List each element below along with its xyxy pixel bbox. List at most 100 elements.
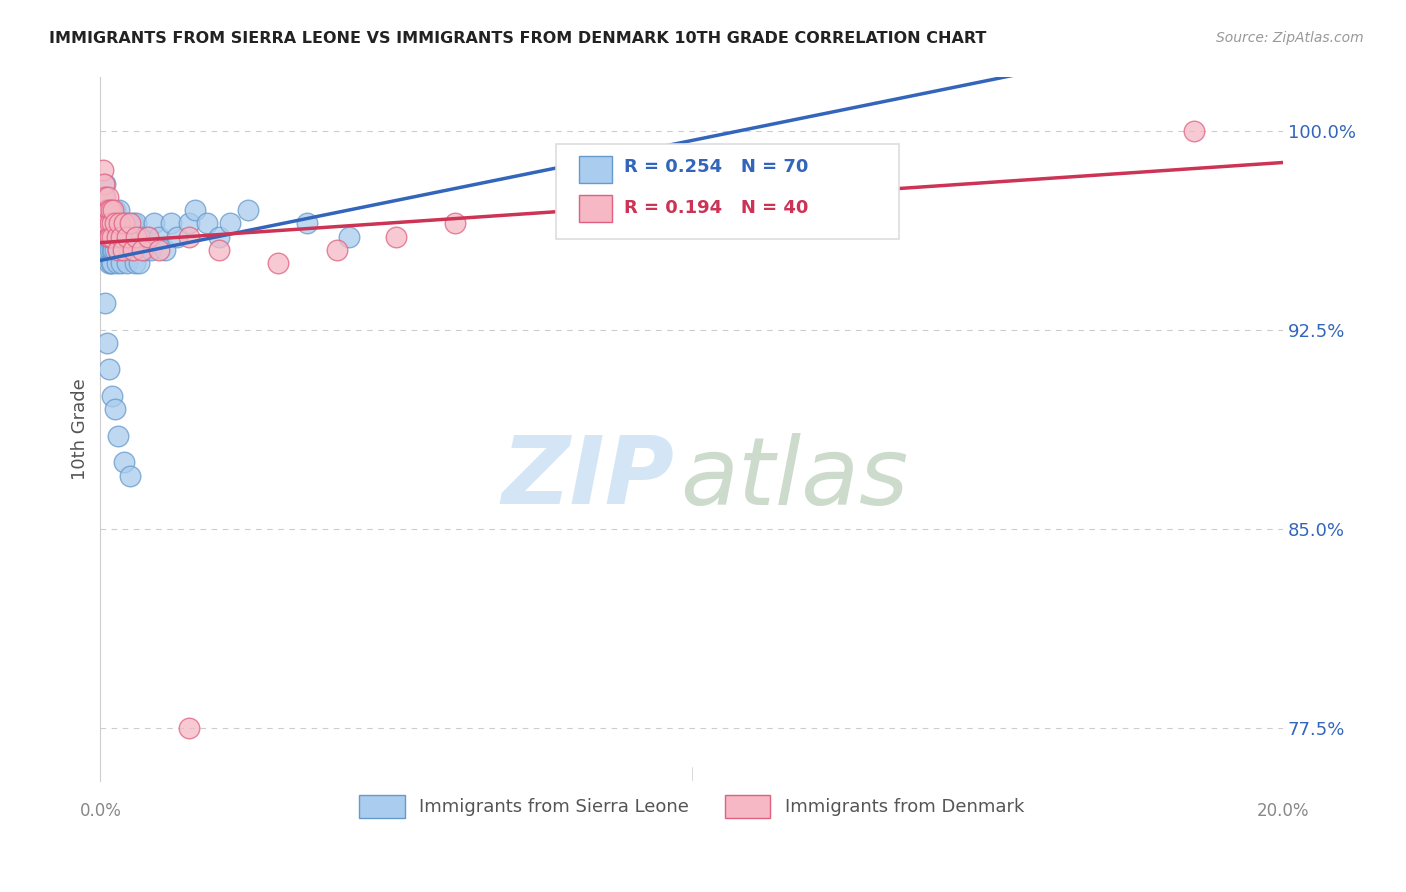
Point	[101, 217, 124, 231]
Point	[104, 243, 127, 257]
Point	[96, 203, 118, 218]
Point	[97, 217, 120, 231]
Point	[107, 243, 129, 257]
Point	[108, 217, 131, 231]
Point	[238, 203, 260, 218]
Point	[103, 243, 125, 257]
Point	[136, 229, 159, 244]
Point	[104, 203, 127, 218]
FancyBboxPatch shape	[555, 145, 898, 239]
Point	[115, 256, 138, 270]
Point	[207, 243, 229, 257]
Point	[103, 229, 125, 244]
Point	[105, 256, 128, 270]
Point	[131, 229, 153, 244]
Point	[93, 190, 115, 204]
Point	[139, 243, 162, 257]
Point	[118, 217, 141, 231]
Point	[110, 256, 132, 270]
Point	[104, 217, 127, 231]
FancyBboxPatch shape	[579, 195, 613, 222]
Point	[112, 243, 135, 257]
Point	[101, 203, 124, 218]
Point	[104, 402, 127, 417]
Point	[108, 203, 131, 218]
Point	[100, 229, 122, 244]
Point	[94, 296, 117, 310]
Point	[98, 229, 121, 244]
Point	[96, 229, 118, 244]
Point	[96, 217, 118, 231]
Point	[100, 243, 122, 257]
Point	[100, 229, 122, 244]
Point	[98, 203, 121, 218]
Text: R = 0.254   N = 70: R = 0.254 N = 70	[624, 159, 808, 177]
FancyBboxPatch shape	[579, 156, 613, 183]
Text: 20.0%: 20.0%	[1257, 802, 1309, 821]
Point	[125, 229, 148, 244]
Point	[681, 177, 703, 191]
Point	[136, 229, 159, 244]
Point	[177, 721, 200, 735]
Legend: Immigrants from Sierra Leone, Immigrants from Denmark: Immigrants from Sierra Leone, Immigrants…	[352, 789, 1031, 825]
Point	[148, 243, 170, 257]
Point	[98, 203, 121, 218]
Point	[100, 203, 122, 218]
Point	[195, 217, 218, 231]
Point	[94, 203, 117, 218]
Point	[100, 217, 122, 231]
Point	[112, 455, 135, 469]
Point	[96, 217, 118, 231]
Point	[148, 229, 170, 244]
Point	[110, 229, 132, 244]
Point	[105, 229, 128, 244]
Point	[114, 229, 136, 244]
Y-axis label: 10th Grade: 10th Grade	[72, 378, 89, 480]
Point	[115, 229, 138, 244]
Point	[112, 217, 135, 231]
Point	[385, 229, 408, 244]
Text: 0.0%: 0.0%	[79, 802, 121, 821]
Point	[134, 243, 156, 257]
Point	[110, 217, 132, 231]
Point	[122, 243, 145, 257]
Point	[97, 190, 120, 204]
Point	[96, 203, 118, 218]
Point	[98, 362, 121, 376]
Point	[93, 177, 115, 191]
Point	[122, 243, 145, 257]
Point	[111, 217, 134, 231]
Point	[101, 389, 124, 403]
Point	[96, 243, 118, 257]
Point	[105, 217, 128, 231]
Point	[91, 163, 114, 178]
Point	[142, 217, 165, 231]
Point	[107, 243, 129, 257]
Point	[118, 468, 141, 483]
Point	[96, 217, 118, 231]
Point	[97, 256, 120, 270]
Point	[107, 429, 129, 443]
Point	[1182, 123, 1205, 137]
Point	[177, 217, 200, 231]
Point	[124, 256, 146, 270]
Point	[122, 217, 145, 231]
Point	[160, 217, 183, 231]
Point	[103, 203, 125, 218]
Point	[115, 217, 138, 231]
Point	[98, 243, 121, 257]
Point	[326, 243, 349, 257]
Text: ZIP: ZIP	[501, 433, 673, 524]
Point	[94, 177, 117, 191]
Point	[93, 217, 115, 231]
Point	[101, 229, 124, 244]
Point	[166, 229, 188, 244]
Point	[97, 229, 120, 244]
Text: Source: ZipAtlas.com: Source: ZipAtlas.com	[1216, 31, 1364, 45]
Point	[101, 256, 124, 270]
Point	[118, 243, 141, 257]
Point	[125, 217, 148, 231]
Point	[94, 190, 117, 204]
Point	[96, 243, 118, 257]
Point	[184, 203, 207, 218]
